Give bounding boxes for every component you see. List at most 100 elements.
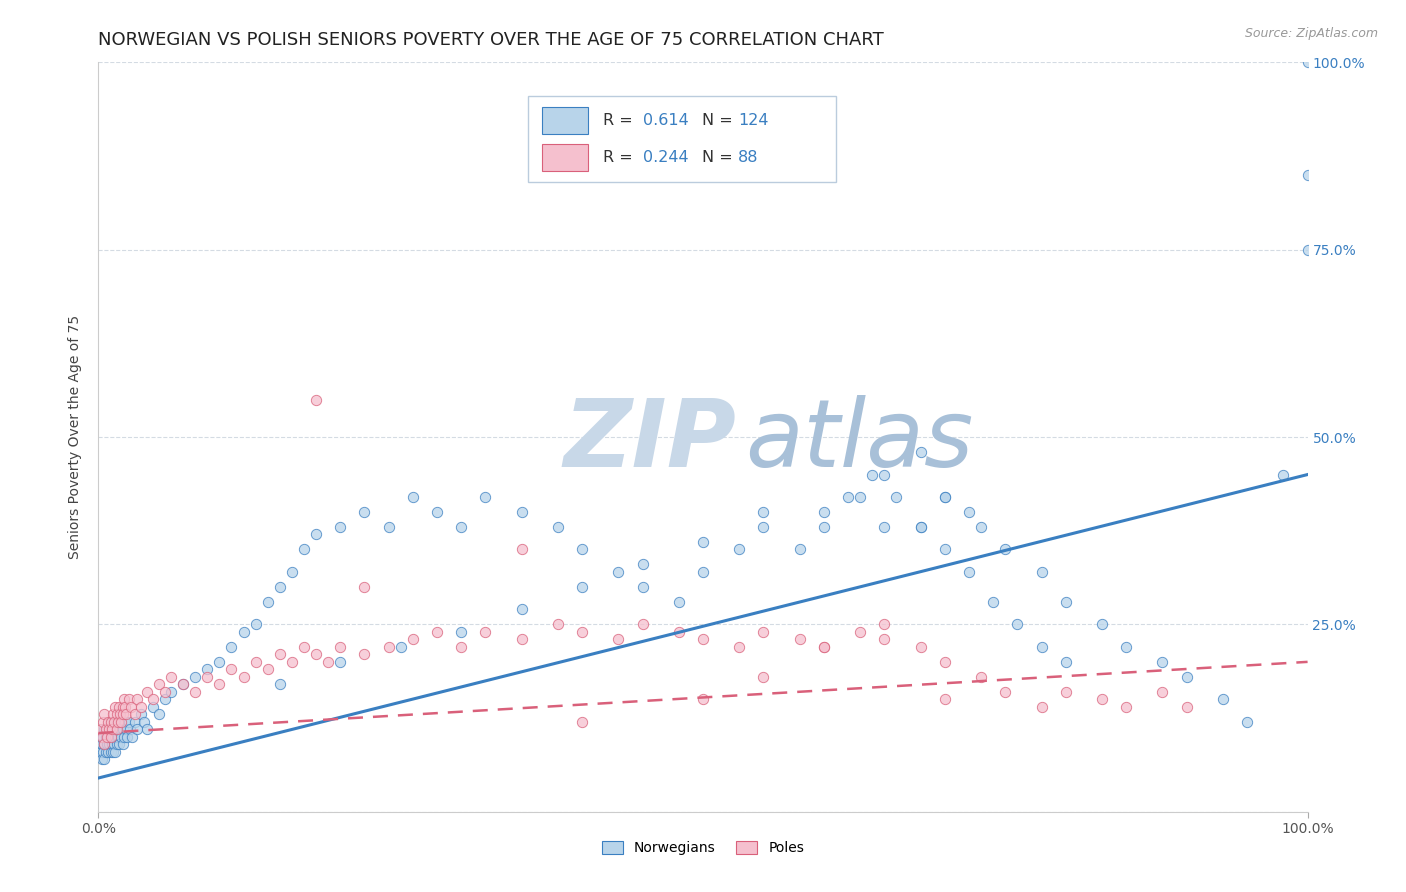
Point <box>103 714 125 729</box>
Point <box>208 655 231 669</box>
Point <box>142 699 165 714</box>
Point <box>957 565 980 579</box>
Point <box>474 490 496 504</box>
Point <box>124 714 146 729</box>
Point <box>142 692 165 706</box>
Point <box>474 624 496 639</box>
Point <box>100 714 122 729</box>
Point <box>329 640 352 654</box>
Point <box>692 535 714 549</box>
Point <box>90 745 112 759</box>
Point <box>873 617 896 632</box>
Point <box>1091 617 1114 632</box>
Point <box>329 655 352 669</box>
Point <box>103 737 125 751</box>
Point <box>94 723 117 737</box>
Point <box>111 723 134 737</box>
Point <box>93 737 115 751</box>
Point <box>873 632 896 647</box>
Point <box>692 632 714 647</box>
Point <box>184 685 207 699</box>
Point <box>402 490 425 504</box>
Point <box>849 490 872 504</box>
Point <box>1296 55 1319 70</box>
Point <box>195 662 218 676</box>
Point <box>101 745 124 759</box>
Point <box>377 640 399 654</box>
Point <box>91 745 114 759</box>
Point <box>970 670 993 684</box>
Point <box>91 730 114 744</box>
Point <box>120 699 142 714</box>
Point <box>873 467 896 482</box>
Text: Source: ZipAtlas.com: Source: ZipAtlas.com <box>1244 27 1378 40</box>
Point <box>118 723 141 737</box>
Point <box>100 723 122 737</box>
Point <box>124 707 146 722</box>
Point <box>134 714 156 729</box>
Point <box>1175 670 1198 684</box>
Point <box>631 580 654 594</box>
Point <box>117 730 139 744</box>
Point <box>402 632 425 647</box>
Point <box>571 624 593 639</box>
Point <box>118 714 141 729</box>
Point <box>153 685 176 699</box>
Point <box>1054 685 1077 699</box>
Point <box>114 699 136 714</box>
Point <box>105 707 128 722</box>
Text: R =: R = <box>603 150 637 165</box>
Point <box>100 730 122 744</box>
Point <box>91 752 114 766</box>
Point <box>970 520 993 534</box>
Point <box>1272 467 1295 482</box>
Point <box>1175 699 1198 714</box>
Point <box>668 595 690 609</box>
Point <box>910 520 932 534</box>
Point <box>172 677 194 691</box>
FancyBboxPatch shape <box>527 96 837 182</box>
Point <box>510 505 533 519</box>
Point <box>305 527 328 541</box>
Point <box>510 542 533 557</box>
Point <box>1007 617 1029 632</box>
Point <box>752 505 775 519</box>
Point <box>860 467 883 482</box>
Point <box>994 685 1017 699</box>
Point <box>1031 699 1053 714</box>
Point <box>221 640 243 654</box>
Point <box>221 662 243 676</box>
Text: N =: N = <box>702 112 738 128</box>
Point <box>910 445 932 459</box>
Point <box>96 737 118 751</box>
Point <box>292 542 315 557</box>
Point <box>121 730 143 744</box>
Point <box>1091 692 1114 706</box>
Point <box>305 648 328 662</box>
Point <box>111 707 134 722</box>
Text: NORWEGIAN VS POLISH SENIORS POVERTY OVER THE AGE OF 75 CORRELATION CHART: NORWEGIAN VS POLISH SENIORS POVERTY OVER… <box>98 31 884 49</box>
Point <box>100 737 122 751</box>
Point <box>886 490 908 504</box>
Point <box>256 662 278 676</box>
Point <box>1031 640 1053 654</box>
Point <box>160 685 183 699</box>
Text: 0.614: 0.614 <box>643 112 689 128</box>
Point <box>127 723 149 737</box>
Point <box>269 648 291 662</box>
Point <box>450 624 472 639</box>
Point <box>148 677 170 691</box>
Point <box>813 640 835 654</box>
Point <box>1031 565 1053 579</box>
Point <box>107 714 129 729</box>
Point <box>934 692 956 706</box>
Point <box>101 707 124 722</box>
Point <box>510 632 533 647</box>
Point <box>105 723 128 737</box>
Point <box>934 655 956 669</box>
Point <box>873 520 896 534</box>
Point <box>934 490 956 504</box>
Point <box>129 707 152 722</box>
Point <box>107 730 129 744</box>
Point <box>232 624 254 639</box>
